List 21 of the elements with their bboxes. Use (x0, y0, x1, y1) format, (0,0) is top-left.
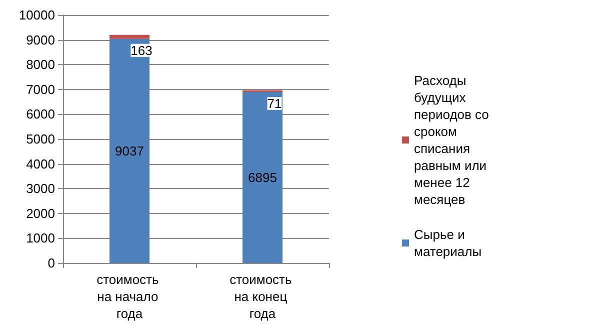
legend-label: Сырье и материалы (414, 227, 482, 259)
y-tick-label: 10000 (18, 8, 55, 22)
y-tick-label: 2000 (26, 206, 55, 221)
data-label: 6895 (248, 170, 277, 185)
x-tick-label: стоимость на конец года (230, 272, 296, 321)
data-label: 163 (130, 42, 152, 58)
y-tick-label: 1000 (26, 230, 55, 246)
data-label: 71 (267, 96, 282, 112)
y-tick-label: 8000 (26, 57, 55, 72)
legend-label: Расходы будущих периодов со сроком списания равным или менее 12 месяцев (414, 73, 493, 207)
bar (110, 34, 150, 39)
data-label: 9037 (115, 143, 144, 158)
y-tick-label: 5000 (26, 132, 55, 146)
y-tick-label: 6000 (26, 106, 55, 122)
y-tick-label: 9000 (26, 32, 55, 48)
y-tick-label: 3000 (26, 181, 55, 196)
y-tick-label: 0 (48, 256, 55, 270)
x-tick-label: стоимость на начало года (96, 272, 162, 321)
y-tick-label: 7000 (26, 82, 55, 97)
bar (242, 92, 282, 263)
y-tick-label: 4000 (26, 156, 55, 172)
